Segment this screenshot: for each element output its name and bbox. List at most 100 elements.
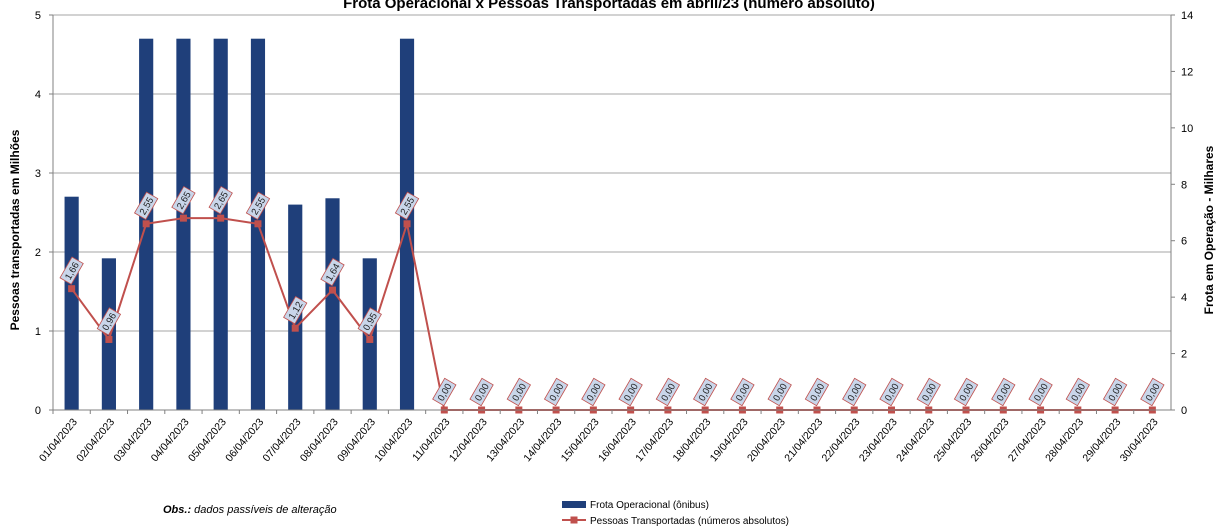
line-point-1	[68, 285, 76, 293]
y-tick-label-5: 5	[35, 10, 41, 22]
bar-5	[213, 38, 228, 410]
y2-tick-label-0: 0	[1181, 405, 1187, 417]
data-label-15: 0,00	[581, 377, 606, 407]
data-label-box-24	[916, 377, 941, 407]
legend-bar-label: Frota Operacional (ônibus)	[590, 500, 709, 511]
data-label-24: 0,00	[916, 377, 941, 407]
line-point-9	[366, 335, 374, 343]
data-label-box-18	[692, 377, 718, 407]
data-label-box-15	[581, 377, 606, 407]
y-tick-label-1: 1	[35, 326, 41, 338]
data-label-box-28	[1065, 377, 1091, 407]
data-label-6: 2,55	[245, 191, 271, 220]
data-label-28: 0,00	[1065, 377, 1091, 407]
data-label-box-30	[1140, 377, 1165, 407]
line-point-6	[254, 220, 262, 228]
y2-tick-label-1: 2	[1181, 349, 1187, 361]
y2-tick-label-3: 6	[1181, 236, 1187, 248]
data-label-box-27	[1028, 377, 1053, 407]
y2-tick-label-2: 4	[1181, 292, 1187, 304]
y-tick-label-3: 3	[35, 168, 41, 180]
data-label-18: 0,00	[692, 377, 718, 407]
data-label-box-11	[432, 377, 457, 407]
data-label-box-19	[730, 377, 755, 407]
line-point-7	[291, 324, 299, 332]
bar-4	[176, 38, 191, 410]
data-label-19: 0,00	[730, 377, 755, 407]
data-label-box-4	[171, 185, 196, 215]
data-label-box-10	[394, 191, 420, 220]
data-label-box-8	[320, 257, 345, 287]
data-label-26: 0,00	[991, 377, 1016, 407]
data-label-1: 1,66	[59, 256, 84, 285]
y2-tick-label-4: 8	[1181, 179, 1187, 191]
data-label-box-1	[59, 256, 84, 285]
y-tick-label-2: 2	[35, 247, 41, 259]
data-label-box-25	[953, 377, 979, 407]
data-label-box-20	[767, 377, 792, 407]
legend-item-line: Pessoas Transportadas (números absolutos…	[562, 516, 789, 527]
x-tick-label-10: 10/04/2023	[372, 416, 415, 464]
data-label-box-17	[655, 377, 681, 407]
note-text: Obs.: dados passíveis de alteração	[163, 504, 337, 516]
data-label-box-7	[283, 295, 308, 325]
y-tick-label-0: 0	[35, 405, 41, 417]
legend-bar-swatch	[562, 501, 586, 508]
line-point-4	[179, 214, 187, 222]
data-label-12: 0,00	[469, 377, 494, 407]
data-label-14: 0,00	[543, 377, 569, 407]
data-label-25: 0,00	[953, 377, 979, 407]
legend-line-label: Pessoas Transportadas (números absolutos…	[590, 516, 789, 527]
y2-axis-title: Frota em Operação - Milhares	[1202, 145, 1216, 314]
data-label-box-9	[357, 307, 382, 336]
y2-tick-label-5: 10	[1181, 123, 1193, 135]
y-tick-label-4: 4	[35, 89, 41, 101]
y-axis-ticks: 0 1 2 3 4 5	[35, 10, 53, 417]
data-label-13: 0,00	[506, 377, 532, 407]
y2-axis-ticks: 0 2 4 6 8 10 12 14	[1171, 10, 1193, 417]
line-path	[70, 217, 1153, 411]
data-label-22: 0,00	[842, 377, 867, 407]
note-body: dados passíveis de alteração	[191, 504, 337, 516]
legend-item-bar: Frota Operacional (ônibus)	[562, 500, 709, 511]
data-label-box-26	[991, 377, 1016, 407]
note-bold: Obs.:	[163, 504, 191, 516]
data-label-16: 0,00	[618, 377, 643, 407]
bar-8	[325, 198, 340, 410]
data-label-box-3	[133, 191, 159, 220]
data-label-21: 0,00	[804, 377, 830, 407]
x-axis-ticks: 01/04/202302/04/202303/04/202304/04/2023…	[37, 410, 1161, 464]
x-tick-label-30: 30/04/2023	[1118, 416, 1161, 464]
data-label-10: 2,55	[394, 191, 420, 220]
data-label-29: 0,00	[1102, 377, 1128, 407]
data-label-box-14	[543, 377, 569, 407]
data-label-box-12	[469, 377, 494, 407]
gridlines	[53, 14, 1171, 332]
data-label-20: 0,00	[767, 377, 792, 407]
data-label-box-6	[245, 191, 271, 220]
line-point-5	[217, 214, 225, 222]
y-axis-title: Pessoas transportadas em Milhões	[8, 129, 22, 330]
data-label-30: 0,00	[1140, 377, 1165, 407]
data-label-box-13	[506, 377, 532, 407]
data-label-5: 2,65	[208, 185, 233, 215]
data-label-4: 2,65	[171, 185, 196, 215]
bar-1	[64, 196, 79, 410]
chart-title: Frota Operacional x Pessoas Transportada…	[343, 0, 875, 12]
line-point-8	[329, 286, 336, 294]
data-label-box-16	[618, 377, 643, 407]
data-label-box-22	[842, 377, 867, 407]
y2-tick-label-6: 12	[1181, 66, 1193, 78]
data-label-8: 1,64	[320, 257, 345, 287]
data-label-box-23	[879, 377, 904, 407]
data-label-11: 0,00	[432, 377, 457, 407]
legend-line-marker	[570, 516, 578, 524]
y2-tick-label-7: 14	[1181, 10, 1193, 22]
data-label-box-21	[804, 377, 830, 407]
line-point-2	[105, 335, 113, 343]
data-label-23: 0,00	[879, 377, 904, 407]
legend: Frota Operacional (ônibus) Pessoas Trans…	[562, 500, 789, 527]
data-label-box-5	[208, 185, 233, 215]
line-point-10	[403, 220, 411, 228]
